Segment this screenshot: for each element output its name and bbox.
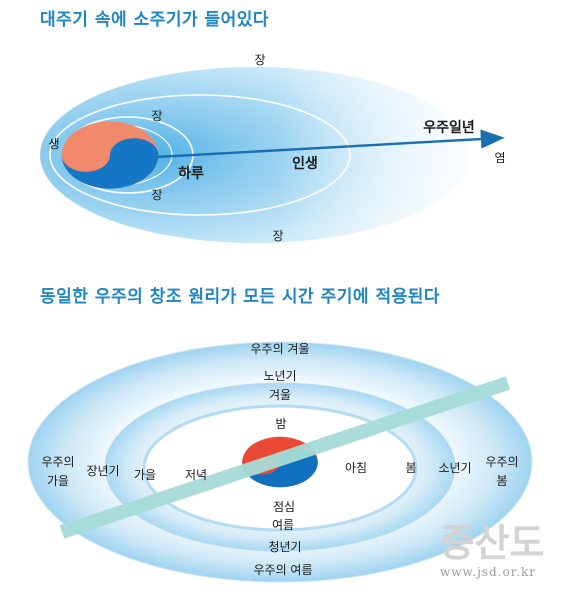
top-diagram-title: 대주기 속에 소주기가 들어있다 [40, 10, 270, 30]
label-jang-outer-top: 장 [254, 53, 265, 67]
label-universe-winter: 우주의 겨울 [250, 342, 309, 356]
label-universe-spring-line2: 봄 [496, 474, 507, 488]
universe-year-fade [40, 67, 470, 243]
watermark-title: 증산도 [440, 521, 545, 565]
label-autumn: 가을 [134, 468, 156, 482]
universe-ring-edge [27, 341, 533, 583]
top-cycle-diagram: 장 장 생 우주일년 염 하루 인생 장 장 [40, 53, 506, 243]
label-life: 인생 [292, 155, 318, 172]
life-orbit [49, 94, 351, 216]
label-saeng: 생 [48, 137, 59, 151]
label-day: 하루 [178, 165, 204, 182]
label-spring: 봄 [405, 461, 416, 475]
label-yeom: 염 [494, 151, 505, 165]
label-universe-autumn-line1: 우주의 [41, 455, 74, 469]
watermark: 증산도 www.jsd.or.kr [440, 521, 545, 579]
human-life-ring-edge [104, 382, 456, 552]
label-youth: 소년기 [438, 461, 471, 475]
label-middle-age: 장년기 [86, 464, 119, 478]
label-winter: 겨울 [269, 388, 291, 402]
label-morning: 아침 [345, 461, 367, 475]
label-evening: 저녁 [185, 468, 207, 482]
label-universe-year: 우주일년 [423, 120, 475, 136]
bottom-diagram-title: 동일한 우주의 창조 원리가 모든 시간 주기에 적용된다 [40, 287, 441, 307]
bottom-cycle-diagram: 우주의 겨울 노년기 겨울 밤 우주의 가을 장년기 가을 저녁 아침 봄 소년… [27, 341, 533, 583]
label-jang-outer-bottom: 장 [272, 229, 283, 243]
time-axis-band [59, 376, 511, 539]
label-summer: 여름 [272, 518, 294, 532]
label-noon: 점심 [273, 500, 295, 514]
label-universe-summer: 우주의 여름 [253, 563, 312, 577]
label-jang-inner-bottom: 장 [151, 188, 162, 202]
label-universe-spring-line1: 우주의 [485, 455, 518, 469]
label-young-adult: 청년기 [268, 540, 301, 554]
label-night: 밤 [275, 417, 286, 431]
watermark-url: www.jsd.or.kr [440, 565, 536, 579]
label-jang-inner-top: 장 [151, 109, 162, 123]
label-universe-autumn-line2: 가을 [47, 474, 69, 488]
universe-year-arrow [156, 129, 505, 159]
taeguk-symbol-top [61, 121, 159, 189]
label-old-age: 노년기 [263, 369, 296, 383]
